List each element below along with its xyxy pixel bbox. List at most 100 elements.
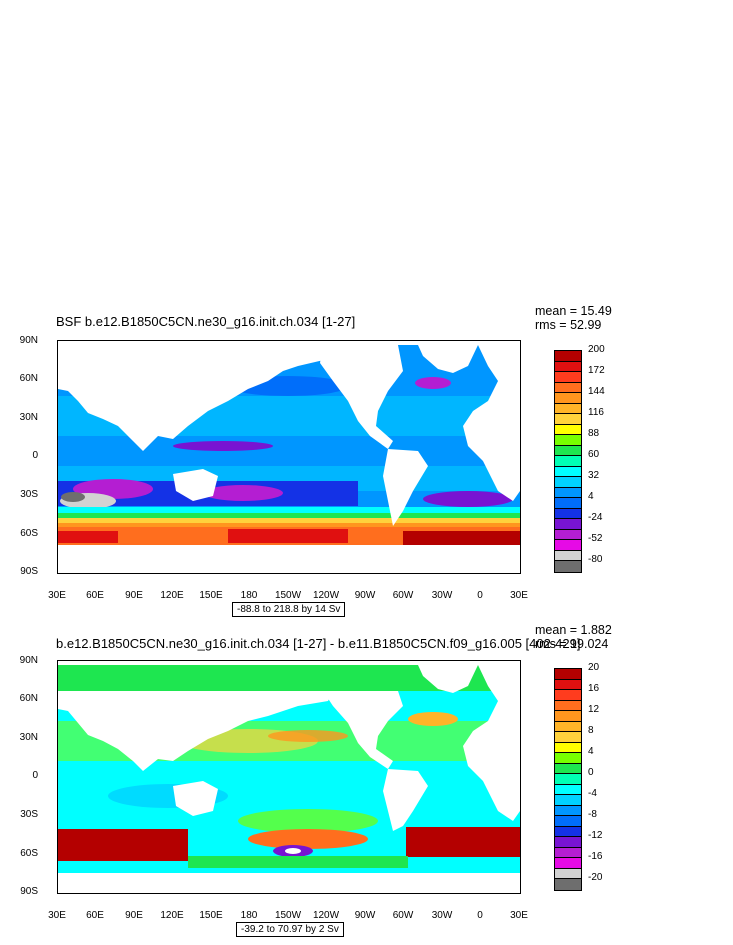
top-edge-land xyxy=(58,661,520,665)
colorbar-swatch xyxy=(555,879,581,890)
colorbar-swatch xyxy=(555,487,581,498)
colorbar-swatch xyxy=(555,742,581,753)
colorbar-swatch xyxy=(555,351,581,362)
colorbar-label: -24 xyxy=(588,512,603,523)
lon-tick-label: 30E xyxy=(510,910,528,921)
colorbar-swatch xyxy=(555,721,581,732)
lat-tick-label: 90S xyxy=(20,566,38,577)
colorbar-swatch xyxy=(555,540,581,551)
colorbar-swatch xyxy=(555,690,581,701)
colorbar-label: 116 xyxy=(588,407,604,418)
colorbar-swatch xyxy=(555,805,581,816)
land-south-america xyxy=(383,769,428,831)
bsf-map-panel: BSF b.e12.B1850C5CN.ne30_g16.init.ch.034… xyxy=(0,300,733,620)
lon-tick-label: 180 xyxy=(240,910,258,921)
land-south-america xyxy=(383,449,428,526)
land-greenland xyxy=(418,345,478,373)
colorbar-label: 4 xyxy=(588,746,594,757)
colorbar-label: 4 xyxy=(588,491,594,502)
colorbar xyxy=(554,668,582,891)
mean-value: mean = 15.49 xyxy=(535,304,612,318)
colorbar-swatch xyxy=(555,498,581,509)
land-antarctica xyxy=(58,873,520,893)
lon-tick-label: 30E xyxy=(510,590,528,601)
lon-tick-label: 90W xyxy=(354,590,376,601)
colorbar-label: 20 xyxy=(588,662,600,673)
colorbar-swatch xyxy=(555,424,581,435)
colorbar-swatch xyxy=(555,669,581,680)
filled-contour-map xyxy=(58,341,520,573)
lon-tick-label: 90E xyxy=(125,910,143,921)
lon-tick-label: 60E xyxy=(86,910,104,921)
southern-indian-red xyxy=(58,829,188,861)
lon-tick-label: 180 xyxy=(240,590,258,601)
colorbar-swatch xyxy=(555,382,581,393)
colorbar-swatch xyxy=(555,795,581,806)
land-asia xyxy=(58,345,333,451)
panel-title: BSF b.e12.B1850C5CN.ne30_g16.init.ch.034… xyxy=(56,314,356,329)
colorbar-label: 16 xyxy=(588,683,600,694)
colorbar-label: -16 xyxy=(588,851,603,862)
land-australia xyxy=(173,781,218,816)
colorbar-swatch xyxy=(555,393,581,404)
rms-value: rms = 19.024 xyxy=(535,637,609,651)
land-antarctica xyxy=(58,545,520,573)
land-asia xyxy=(58,691,333,771)
lon-tick-label: 60W xyxy=(392,910,414,921)
filled-contour-map xyxy=(58,661,520,893)
labrador-purple xyxy=(415,377,451,389)
acc-band-2 xyxy=(58,513,520,519)
lon-tick-label: 60W xyxy=(392,590,414,601)
colorbar-label: 32 xyxy=(588,470,600,481)
lat-tick-label: 60N xyxy=(19,373,38,384)
colorbar-swatch xyxy=(555,561,581,572)
colorbar-swatch xyxy=(555,732,581,743)
colorbar-swatch xyxy=(555,700,581,711)
top-edge-land xyxy=(58,341,520,345)
colorbar-label: 8 xyxy=(588,725,594,736)
colorbar-swatch xyxy=(555,477,581,488)
colorbar-swatch xyxy=(555,763,581,774)
colorbar xyxy=(554,350,582,573)
lat-tick-label: 60S xyxy=(20,528,38,539)
colorbar-swatch xyxy=(555,868,581,879)
acc-core-atlantic xyxy=(403,531,520,549)
acc-core-indian xyxy=(58,531,118,543)
lat-tick-label: 90S xyxy=(20,886,38,897)
acc-band-3 xyxy=(58,518,520,524)
lon-tick-label: 30E xyxy=(48,590,66,601)
colorbar-label: -52 xyxy=(588,533,603,544)
colorbar-swatch xyxy=(555,519,581,530)
lat-tick-label: 60S xyxy=(20,848,38,859)
colorbar-swatch xyxy=(555,435,581,446)
agulhas-dark xyxy=(61,492,85,502)
tropical-pacific-anomaly xyxy=(173,441,273,451)
lon-tick-label: 90W xyxy=(354,910,376,921)
colorbar-swatch xyxy=(555,679,581,690)
colorbar-swatch xyxy=(555,456,581,467)
colorbar-swatch xyxy=(555,837,581,848)
colorbar-swatch xyxy=(555,361,581,372)
lon-tick-label: 0 xyxy=(477,590,483,601)
land-europe-africa xyxy=(463,665,520,821)
lon-tick-label: 30W xyxy=(431,590,453,601)
colorbar-swatch xyxy=(555,414,581,425)
gulf-stream-positive xyxy=(408,712,458,726)
land-north-america xyxy=(320,345,403,449)
land-greenland xyxy=(418,665,478,693)
colorbar-swatch xyxy=(555,847,581,858)
lat-tick-label: 0 xyxy=(32,450,38,461)
colorbar-swatch xyxy=(555,445,581,456)
acc-green-band xyxy=(188,856,408,868)
panel-title: b.e12.B1850C5CN.ne30_g16.init.ch.034 [1-… xyxy=(56,636,581,651)
lat-tick-label: 30N xyxy=(19,412,38,423)
colorbar-label: 60 xyxy=(588,449,600,460)
lat-tick-label: 30S xyxy=(20,809,38,820)
lat-tick-label: 0 xyxy=(32,770,38,781)
map-plot-area xyxy=(57,660,521,894)
lon-tick-label: 150E xyxy=(199,910,223,921)
acc-core-pacific xyxy=(228,529,348,543)
colorbar-label: 144 xyxy=(588,386,605,397)
colorbar-swatch xyxy=(555,826,581,837)
lon-tick-label: 120E xyxy=(160,910,184,921)
